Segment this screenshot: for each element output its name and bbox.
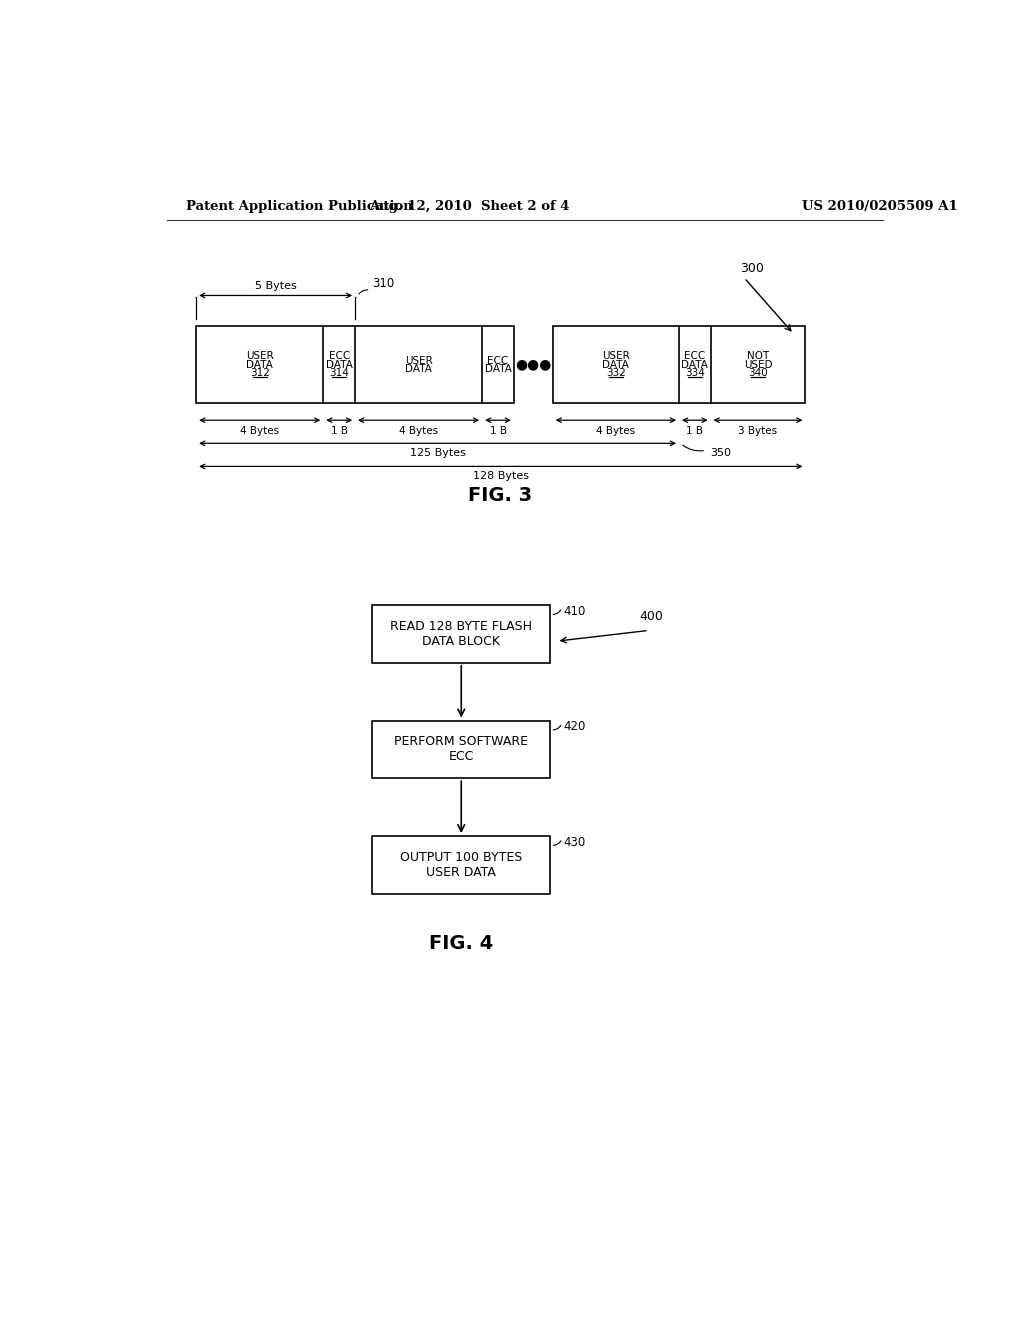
Text: 300: 300: [740, 261, 764, 275]
Bar: [372, 605, 550, 663]
Text: ECC: ECC: [684, 351, 706, 362]
Text: DATA: DATA: [406, 364, 432, 374]
Text: USED: USED: [743, 360, 772, 370]
Text: 1 B: 1 B: [686, 426, 703, 436]
Text: Aug. 12, 2010  Sheet 2 of 4: Aug. 12, 2010 Sheet 2 of 4: [369, 199, 569, 213]
Text: 128 Bytes: 128 Bytes: [473, 471, 528, 482]
Text: ECC: ECC: [329, 351, 350, 362]
Text: 1 B: 1 B: [489, 426, 507, 436]
Bar: [197, 326, 514, 404]
Text: USER: USER: [602, 351, 630, 362]
Text: 4 Bytes: 4 Bytes: [399, 426, 438, 436]
Text: US 2010/0205509 A1: US 2010/0205509 A1: [802, 199, 958, 213]
Text: 430: 430: [563, 836, 586, 849]
Text: 4 Bytes: 4 Bytes: [596, 426, 636, 436]
Text: 420: 420: [563, 721, 586, 733]
Text: USER: USER: [404, 355, 432, 366]
Text: DATA: DATA: [484, 364, 512, 374]
Text: USER: USER: [246, 351, 273, 362]
Text: 4 Bytes: 4 Bytes: [241, 426, 280, 436]
Text: ●●●: ●●●: [515, 358, 552, 372]
Text: 332: 332: [606, 368, 626, 379]
Text: ECC: ECC: [487, 355, 509, 366]
Text: 400: 400: [640, 610, 664, 623]
Text: 310: 310: [372, 277, 394, 290]
Text: PERFORM SOFTWARE
ECC: PERFORM SOFTWARE ECC: [394, 735, 528, 763]
Text: 1 B: 1 B: [331, 426, 348, 436]
Text: 410: 410: [563, 605, 586, 618]
Text: NOT: NOT: [746, 351, 769, 362]
Text: 350: 350: [710, 449, 731, 458]
Text: 334: 334: [685, 368, 705, 379]
Text: Patent Application Publication: Patent Application Publication: [186, 199, 413, 213]
Text: FIG. 3: FIG. 3: [468, 486, 532, 506]
Bar: [372, 721, 550, 779]
Bar: [553, 326, 805, 404]
Text: 5 Bytes: 5 Bytes: [255, 281, 297, 292]
Text: DATA: DATA: [247, 360, 273, 370]
Text: READ 128 BYTE FLASH
DATA BLOCK: READ 128 BYTE FLASH DATA BLOCK: [390, 620, 532, 648]
Text: 314: 314: [330, 368, 349, 379]
Text: 125 Bytes: 125 Bytes: [410, 449, 466, 458]
Text: 312: 312: [250, 368, 269, 379]
Text: FIG. 4: FIG. 4: [429, 935, 494, 953]
Text: 3 Bytes: 3 Bytes: [738, 426, 777, 436]
Text: OUTPUT 100 BYTES
USER DATA: OUTPUT 100 BYTES USER DATA: [400, 851, 522, 879]
Bar: [372, 836, 550, 894]
Text: DATA: DATA: [602, 360, 630, 370]
Text: 340: 340: [749, 368, 768, 379]
Text: DATA: DATA: [681, 360, 709, 370]
Text: DATA: DATA: [326, 360, 352, 370]
